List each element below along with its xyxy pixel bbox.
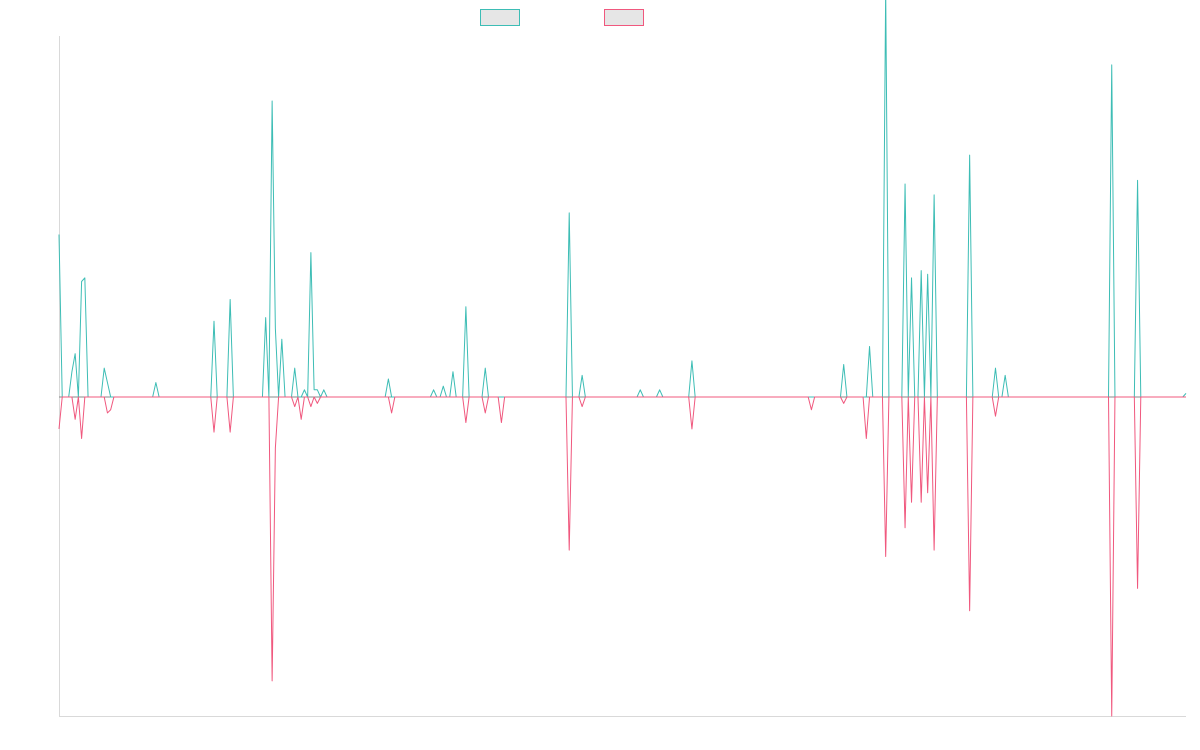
series-line-1 [58,0,1187,398]
series-line-2 [58,396,1186,717]
legend-item-series-a[interactable] [480,9,526,26]
legend-item-series-b[interactable] [604,9,650,26]
series-layer [58,0,1187,717]
legend-swatch-series-b [604,9,644,26]
chart-legend [0,9,1200,27]
legend-swatch-series-a [480,9,520,26]
